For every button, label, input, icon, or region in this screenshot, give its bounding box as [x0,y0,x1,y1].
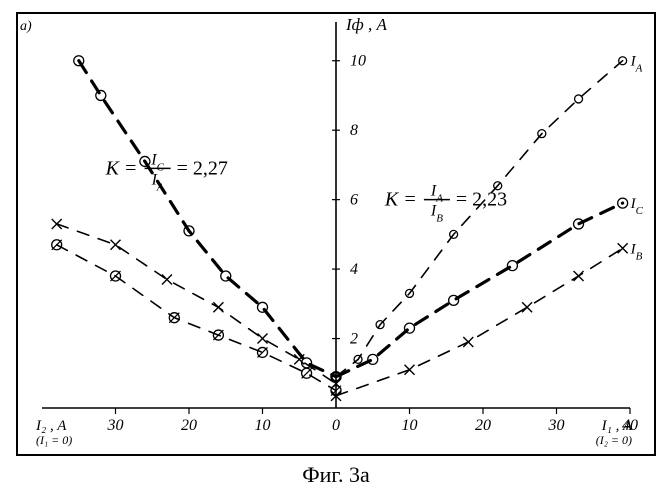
svg-text:IB: IB [430,203,443,225]
svg-text:IC: IC [150,151,164,173]
svg-text:4: 4 [350,261,358,278]
svg-text:6: 6 [350,192,358,209]
svg-text:= 2,23: = 2,23 [456,189,507,211]
svg-text:I₂ , A: I₂ , A [35,418,67,434]
figure-caption: Фиг. 3а [0,462,672,488]
svg-text:I₁ , A: I₁ , A [601,418,633,434]
svg-text:IA: IA [151,171,164,193]
svg-text:K =: K = [384,189,417,211]
svg-text:IC: IC [630,196,644,217]
svg-text:0: 0 [332,417,340,434]
svg-text:K =: K = [105,157,138,179]
svg-text:IB: IB [630,241,643,262]
svg-text:10: 10 [402,417,418,434]
svg-text:(I₁ = 0): (I₁ = 0) [36,433,72,447]
chart-svg: 102030102030400246810Iф , AI₂ , A(I₁ = 0… [18,14,654,454]
svg-text:IA: IA [630,54,643,75]
svg-text:30: 30 [107,417,124,434]
svg-text:(I₂ = 0): (I₂ = 0) [596,433,632,447]
svg-text:a): a) [20,19,32,34]
chart-frame: 102030102030400246810Iф , AI₂ , A(I₁ = 0… [16,12,656,456]
svg-text:20: 20 [181,417,197,434]
svg-text:8: 8 [350,122,358,139]
svg-text:= 2,27: = 2,27 [177,157,228,179]
svg-text:2: 2 [350,331,358,348]
svg-text:IA: IA [430,183,443,205]
svg-text:Iф , A: Iф , A [345,15,387,34]
svg-text:10: 10 [350,53,366,70]
svg-text:20: 20 [475,417,491,434]
svg-text:10: 10 [255,417,271,434]
svg-text:30: 30 [548,417,565,434]
